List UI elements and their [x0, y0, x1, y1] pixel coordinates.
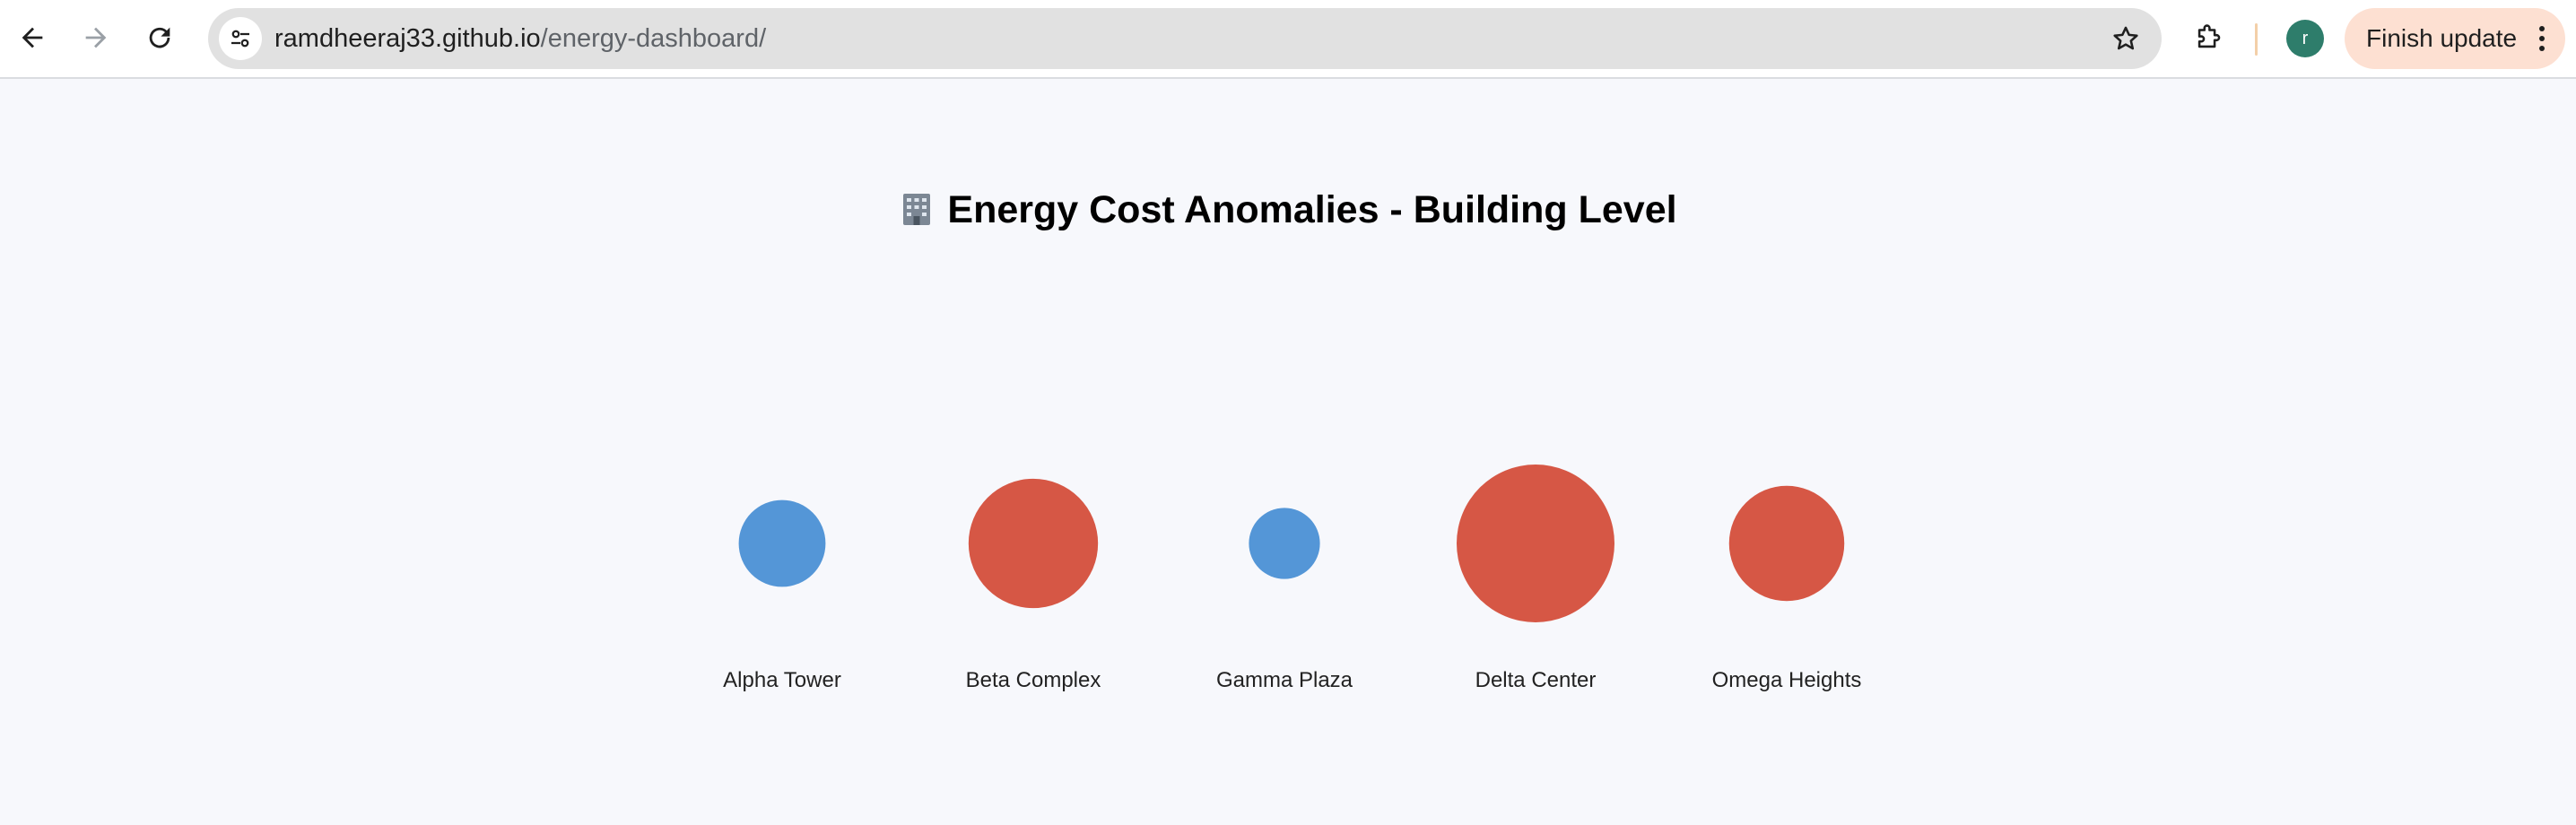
bubble-chart: Alpha Tower Beta Complex Gamma Plaza Delta … — [723, 465, 1862, 692]
page-title: Energy Cost Anomalies - Building Level — [0, 188, 2576, 232]
bubble-beta-complex[interactable] — [968, 478, 1099, 609]
toolbar-divider — [2255, 23, 2258, 56]
bubble-gamma-plaza[interactable] — [1249, 508, 1320, 579]
bubble-omega-heights[interactable] — [1728, 485, 1845, 602]
forward-arrow-icon[interactable] — [71, 13, 121, 63]
bubble-delta-center[interactable] — [1457, 465, 1614, 622]
tune-icon[interactable] — [219, 17, 262, 60]
star-icon[interactable] — [2106, 19, 2145, 58]
url-host: ramdheeraj33.github.io — [274, 24, 541, 53]
bubble-label: Alpha Tower — [723, 668, 841, 692]
url-path: /energy-dashboard/ — [540, 24, 767, 53]
bubble-label: Omega Heights — [1712, 668, 1862, 692]
finish-update-label: Finish update — [2366, 24, 2518, 52]
address-bar[interactable]: ramdheeraj33.github.io/energy-dashboard/ — [208, 8, 2162, 69]
kebab-menu-icon[interactable] — [2533, 22, 2551, 55]
avatar[interactable]: r — [2286, 20, 2324, 57]
url-text[interactable]: ramdheeraj33.github.io/energy-dashboard/ — [274, 8, 766, 69]
browser-toolbar: ramdheeraj33.github.io/energy-dashboard/… — [0, 0, 2576, 79]
office-building-icon — [903, 194, 931, 225]
bubble-label: Beta Complex — [966, 668, 1101, 692]
finish-update-button[interactable]: Finish update — [2345, 8, 2565, 69]
bubble-label: Gamma Plaza — [1216, 668, 1353, 692]
reload-icon[interactable] — [135, 13, 185, 63]
bubble-label: Delta Center — [1475, 668, 1597, 692]
page-title-text: Energy Cost Anomalies - Building Level — [947, 188, 1677, 231]
bubble-alpha-tower[interactable] — [738, 499, 826, 587]
back-arrow-icon[interactable] — [7, 13, 57, 63]
puzzle-icon[interactable] — [2183, 13, 2233, 63]
